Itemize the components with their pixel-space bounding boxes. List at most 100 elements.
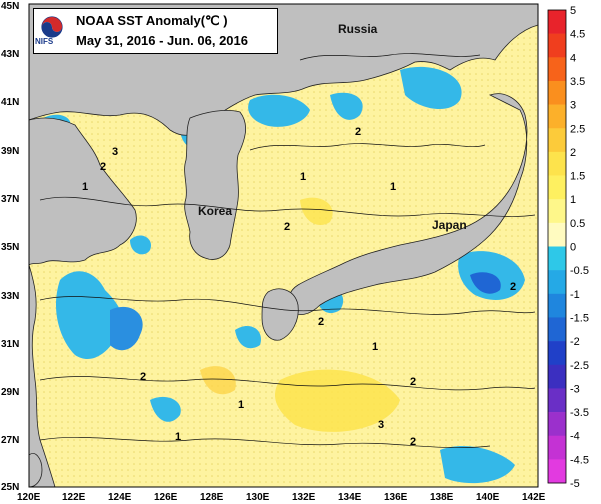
nifs-logo-icon [41,16,63,38]
lon-tick-label: 142E [522,492,546,503]
title-box: NIFS NOAA SST Anomaly(℃ ) May 31, 2016 -… [33,8,278,54]
colorbar-swatch [548,104,566,129]
latitude-axis: 45N 43N 41N 39N 37N 35N 33N 31N 29N 27N … [1,1,19,493]
lat-tick-label: 39N [1,146,19,157]
colorbar-label: 3 [570,100,576,112]
contour-label: 1 [390,181,396,193]
map-date-range: May 31, 2016 - Jun. 06, 2016 [76,33,248,48]
colorbar-swatch [548,341,566,366]
place-label-korea: Korea [198,204,232,218]
contour-label: 2 [510,281,516,293]
lat-tick-label: 33N [1,291,19,302]
longitude-axis: 120E 122E 124E 126E 128E 130E 132E 134E … [17,492,546,503]
lat-tick-label: 45N [1,1,19,12]
colorbar-label: -5 [570,478,580,490]
colorbar-swatch [548,33,566,58]
lon-tick-label: 136E [384,492,408,503]
lon-tick-label: 128E [200,492,224,503]
contour-label: 3 [112,146,118,158]
lon-tick-label: 122E [62,492,86,503]
contour-label: 1 [300,171,306,183]
lon-tick-label: 130E [246,492,270,503]
colorbar-label: -4.5 [570,454,589,466]
contour-label: 2 [318,316,324,328]
colorbar-label: 2 [570,147,576,159]
lat-tick-label: 41N [1,97,19,108]
colorbar-label: 3.5 [570,76,585,88]
lat-tick-label: 35N [1,242,19,253]
contour-label: 2 [100,161,106,173]
cool-anomaly-region [235,325,261,349]
contour-label: 2 [284,221,290,233]
cool-anomaly-region [130,235,151,255]
cool-anomaly-region [55,271,123,360]
colorbar-swatch [548,459,566,484]
cool-anomaly-region [248,94,310,127]
colorbar-label: -2.5 [570,360,589,372]
place-label-russia: Russia [338,22,378,36]
lon-tick-label: 140E [476,492,500,503]
place-label-japan: Japan [432,218,467,232]
warm-anomaly-region [200,366,236,395]
cool-anomaly-region [440,445,515,484]
lat-tick-label: 43N [1,49,19,60]
logo-text: NIFS [35,37,54,46]
colorbar-label: 0.5 [570,218,585,230]
colorbar-swatch [548,435,566,460]
cool-anomaly-region [110,306,143,351]
colorbar-label: 4.5 [570,29,585,41]
colorbar-swatch [548,199,566,224]
land-china-south [29,264,56,487]
lon-tick-label: 126E [154,492,178,503]
colorbar-swatch [548,151,566,176]
lat-tick-label: 25N [1,482,19,493]
colorbar-label: -4 [570,431,580,443]
lon-tick-label: 134E [338,492,362,503]
colorbar-swatch [548,270,566,295]
colorbar-label: -1 [570,289,580,301]
colorbar-label: 0 [570,242,576,254]
lon-tick-label: 132E [292,492,316,503]
colorbar-swatch [548,128,566,153]
contour-label-group: 3 2 1 2 1 2 1 2 1 2 1 2 3 2 1 2 [82,126,516,448]
contour-label: 2 [355,126,361,138]
colorbar-label: 4 [570,52,576,64]
colorbar-swatch [548,80,566,105]
colorbar-label: 2.5 [570,123,585,135]
cool-anomaly-region [150,396,181,422]
land-china [29,117,137,266]
contour-label: 3 [378,419,384,431]
colorbar-swatch [548,317,566,342]
land-kyushu [261,288,299,341]
contour-label: 2 [410,376,416,388]
cool-anomaly-region [470,272,501,294]
colorbar-swatch [548,246,566,271]
contour-label: 1 [175,431,181,443]
colorbar-label: -1.5 [570,312,589,324]
colorbar-label: -0.5 [570,265,589,277]
lat-tick-label: 27N [1,435,19,446]
colorbar-label: 1.5 [570,171,585,183]
cool-anomaly-region [400,66,462,110]
contour-label: 1 [372,341,378,353]
colorbar-label: -3 [570,383,580,395]
contour-lines [39,53,536,449]
contour-label: 2 [410,436,416,448]
lat-tick-label: 29N [1,387,19,398]
colorbar-label: 1 [570,194,576,206]
contour-label: 1 [238,399,244,411]
colorbar-swatch [548,364,566,389]
cool-anomaly-region [330,92,363,120]
warm-anomaly-region [275,369,400,432]
colorbar-swatch [548,175,566,200]
colorbar-label: 5 [570,5,576,17]
colorbar-swatch [548,412,566,436]
warm-anomaly-region [300,197,333,226]
colorbar-swatch [548,388,566,413]
lon-tick-label: 120E [17,492,41,503]
colorbar-swatch [548,57,566,82]
colorbar-swatch [548,222,566,247]
map-title: NOAA SST Anomaly(℃ ) [76,13,228,28]
land-taiwan [29,453,43,487]
